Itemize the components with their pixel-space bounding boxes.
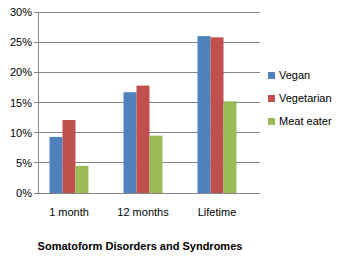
bar: [137, 86, 150, 193]
y-tick: [34, 102, 38, 103]
legend-label: Vegetarian: [279, 92, 332, 104]
legend-label: Meat eater: [279, 115, 332, 127]
legend-label: Vegan: [279, 69, 310, 81]
legend-swatch: [268, 95, 275, 102]
y-tick-label: 0%: [16, 187, 32, 199]
x-tick-label: Lifetime: [198, 206, 237, 218]
y-tick: [34, 193, 38, 194]
y-tick-label: 25%: [10, 36, 32, 48]
bar: [76, 166, 89, 193]
y-tick-label: 30%: [10, 6, 32, 18]
y-tick-label: 20%: [10, 66, 32, 78]
y-tick: [34, 162, 38, 163]
chart-svg: 0% 5% 10% 15% 20% 25% 30% 1 month 12 months Lifet…: [0, 0, 360, 267]
bars: [50, 36, 237, 193]
bar: [124, 92, 137, 193]
y-tick: [34, 12, 38, 13]
legend-swatch: [268, 72, 275, 79]
legend-swatch: [268, 118, 275, 125]
grid-line: [38, 12, 260, 13]
grid-line: [38, 42, 260, 43]
chart-container: 0% 5% 10% 15% 20% 25% 30% 1 month 12 months Lifet…: [0, 0, 360, 267]
bar: [211, 37, 224, 193]
bar: [150, 136, 163, 193]
grid-line: [38, 72, 260, 73]
bar: [50, 137, 63, 193]
y-axis: [38, 12, 39, 193]
y-tick-label: 10%: [10, 127, 32, 139]
y-tick: [34, 42, 38, 43]
bar: [63, 120, 76, 193]
y-tick-label: 5%: [16, 157, 32, 169]
bar: [224, 101, 237, 193]
x-tick-label: 1 month: [49, 206, 89, 218]
x-tick-label: 12 months: [117, 206, 169, 218]
title: Somatoform Disorders and Syndromes: [38, 240, 243, 252]
y-tick: [34, 72, 38, 73]
y-tick-label: 15%: [10, 97, 32, 109]
bar: [198, 36, 211, 193]
y-tick: [34, 132, 38, 133]
